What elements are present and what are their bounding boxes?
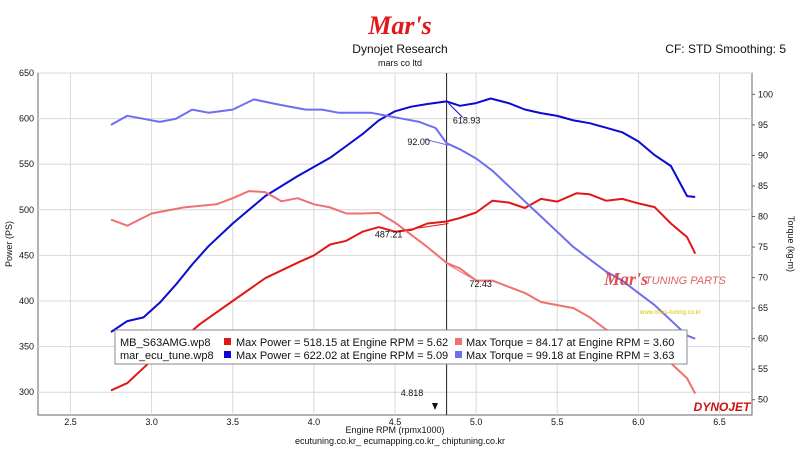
legend-max-torque: Max Torque = 84.17 at Engine RPM = 3.60: [466, 337, 674, 349]
y2-tick-label: 80: [758, 212, 768, 222]
legend-max-power: Max Power = 518.15 at Engine RPM = 5.62: [236, 337, 448, 349]
series-line-0: [110, 192, 697, 392]
watermark-url: www.mars-tuning.co.kr: [639, 310, 701, 316]
x-tick-label: 4.5: [389, 417, 402, 427]
y-tick-label: 500: [19, 205, 34, 215]
x-tick-label: 3.5: [226, 417, 239, 427]
mars-logo: Mar's: [367, 11, 432, 40]
y2-tick-label: 70: [758, 273, 768, 283]
y2-tick-label: 90: [758, 150, 768, 160]
correction-factor-label: CF: STD Smoothing: 5: [665, 42, 786, 56]
y-tick-label: 350: [19, 342, 34, 352]
annotation-value: 72.43: [469, 279, 492, 289]
cursor-arrow-icon: [432, 403, 438, 410]
chart-subtitle: mars co ltd: [377, 58, 422, 68]
y2-tick-label: 85: [758, 181, 768, 191]
x-tick-label: 2.5: [64, 417, 77, 427]
watermark-logo: Mar's: [603, 269, 648, 289]
annotation-value: 92.00: [407, 137, 430, 147]
y2-axis-label: Torque (kg-m): [786, 216, 796, 272]
x-tick-label: 6.0: [632, 417, 645, 427]
legend-max-torque: Max Torque = 99.18 at Engine RPM = 3.63: [466, 350, 674, 362]
x-axis-label: Engine RPM (rpmx1000): [345, 425, 444, 435]
y-tick-label: 600: [19, 114, 34, 124]
y-tick-label: 400: [19, 296, 34, 306]
y2-tick-label: 75: [758, 242, 768, 252]
y2-tick-label: 50: [758, 395, 768, 405]
series-line-1: [110, 97, 696, 333]
legend-max-power: Max Power = 622.02 at Engine RPM = 5.09: [236, 350, 448, 362]
annotation-leader: [424, 138, 449, 146]
y2-tick-label: 55: [758, 364, 768, 374]
y2-tick-label: 60: [758, 334, 768, 344]
y2-tick-label: 100: [758, 89, 773, 99]
annotation-value: 487.21: [375, 229, 403, 239]
legend-file-name: mar_ecu_tune.wp8: [120, 350, 214, 362]
x-tick-label: 5.5: [551, 417, 564, 427]
annotation-value: 618.93: [453, 115, 481, 125]
x-tick-label: 5.0: [470, 417, 483, 427]
axis-ticks: 2.5 3.0 3.5 4.0 4.5 5.0 5.5 6.0 6.5 300 350 400 450 5…: [19, 68, 773, 427]
watermark-text: TUNING PARTS: [645, 275, 727, 287]
y-axis-label: Power (PS): [4, 221, 14, 267]
legend-power-swatch: [224, 351, 231, 358]
annotation-layer: 618.93 92.00 487.21 72.43: [375, 103, 492, 289]
y-tick-label: 450: [19, 250, 34, 260]
legend-file-name: MB_S63AMG.wp8: [120, 337, 210, 349]
annotation-leader: [394, 222, 449, 232]
series-line-3: [110, 98, 696, 340]
dynojet-logo: DYNOJET: [694, 400, 752, 414]
y-tick-label: 300: [19, 387, 34, 397]
annotation-leader: [448, 103, 463, 118]
y-tick-label: 550: [19, 159, 34, 169]
annotation-leader: [448, 264, 477, 282]
y2-tick-label: 65: [758, 303, 768, 313]
legend: MB_S63AMG.wp8 Max Power = 518.15 at Engin…: [114, 329, 688, 365]
x-tick-label: 6.5: [713, 417, 726, 427]
svg-text:Mar's: Mar's: [367, 11, 432, 40]
y-tick-label: 650: [19, 68, 34, 78]
chart-title: Dynojet Research: [352, 42, 448, 56]
cursor-value: 4.818: [401, 388, 424, 398]
legend-torque-swatch: [455, 338, 462, 345]
legend-torque-swatch: [455, 351, 462, 358]
y2-tick-label: 95: [758, 120, 768, 130]
x-tick-label: 4.0: [308, 417, 321, 427]
legend-power-swatch: [224, 338, 231, 345]
x-tick-label: 3.0: [145, 417, 158, 427]
footer-links: ecutuning.co.kr_ ecumapping.co.kr_ chipt…: [294, 436, 506, 446]
